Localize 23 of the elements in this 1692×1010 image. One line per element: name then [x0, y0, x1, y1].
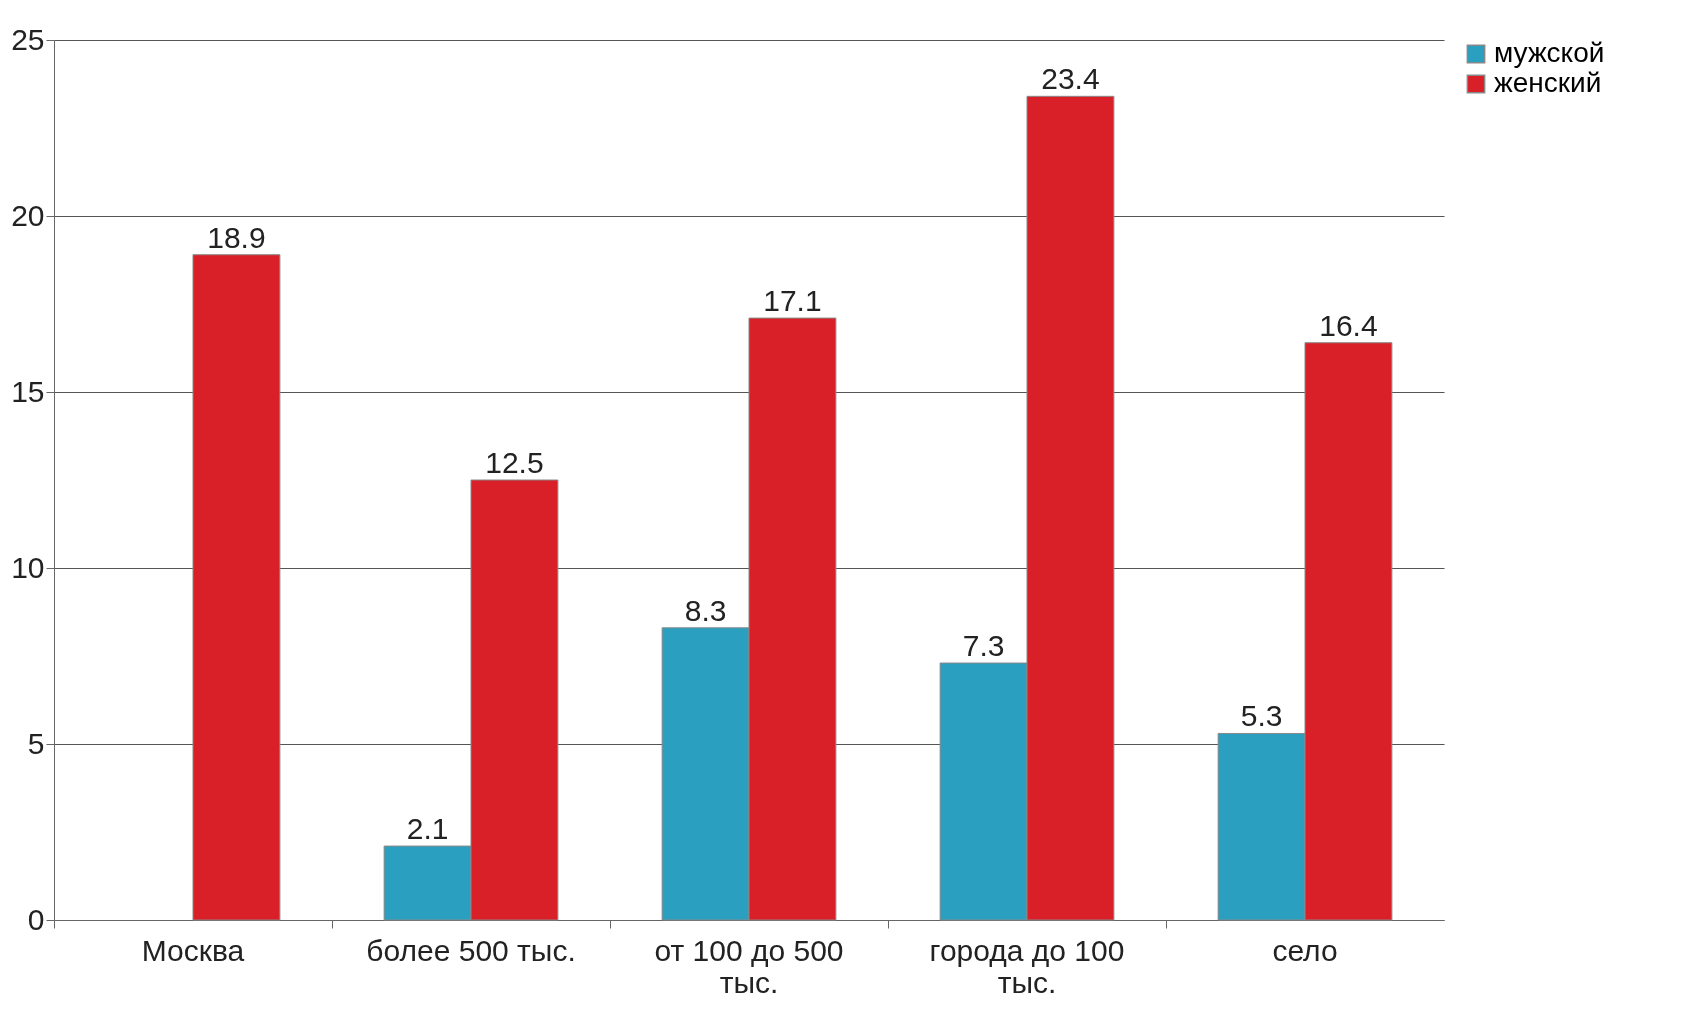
y-tick-label: 15 — [11, 374, 45, 408]
x-tick-label: Москва — [141, 933, 245, 967]
data-label: 8.3 — [684, 593, 727, 627]
bar — [192, 254, 281, 921]
data-label: 2.1 — [406, 812, 449, 846]
data-label: 5.3 — [1240, 699, 1283, 733]
data-label: 23.4 — [1041, 62, 1100, 96]
y-tick-label: 0 — [27, 902, 45, 936]
data-label: 7.3 — [962, 629, 1005, 663]
y-tick-label: 5 — [27, 726, 45, 760]
x-tick-label: село — [1272, 933, 1338, 967]
y-tick-label: 20 — [11, 198, 45, 232]
y-tick-label: 25 — [11, 22, 45, 56]
x-tick-label: от 100 до 500 тыс. — [654, 933, 844, 999]
data-label: 16.4 — [1319, 308, 1378, 342]
legend-label: мужской — [1494, 37, 1605, 68]
x-tick-label: более 500 тыс. — [366, 933, 576, 967]
legend-label: женский — [1494, 67, 1602, 98]
data-label: 18.9 — [207, 220, 266, 254]
y-tick-label: 10 — [11, 550, 45, 584]
x-tick-label: города до 100 тыс. — [929, 933, 1125, 999]
data-label: 17.1 — [763, 284, 822, 318]
data-label: 12.5 — [485, 446, 544, 479]
